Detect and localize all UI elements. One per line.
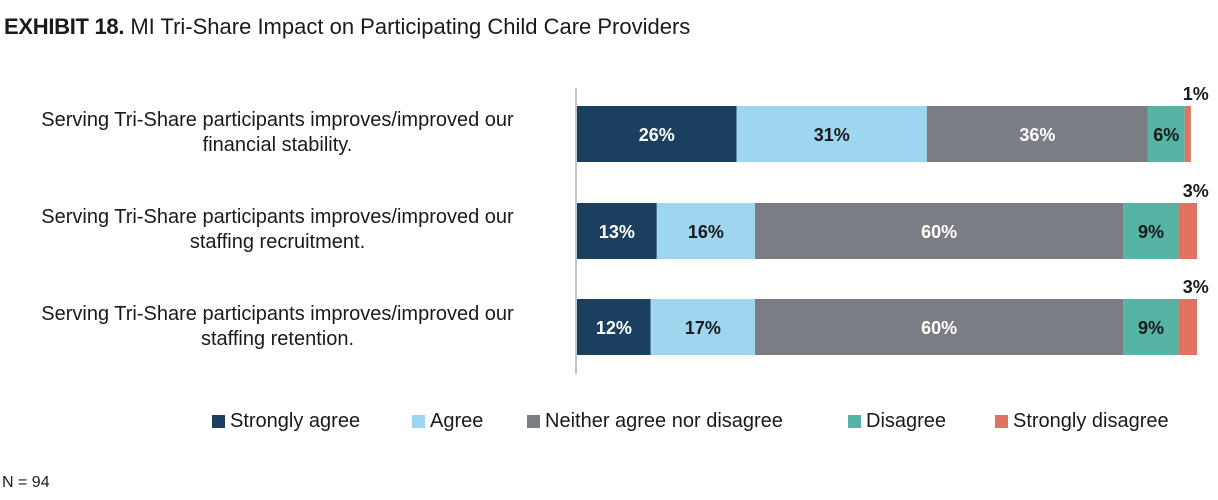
title-text: MI Tri-Share Impact on Participating Chi…	[130, 14, 691, 39]
bar-segment-r1-s3	[926, 106, 1148, 162]
bar-segment-r3-s2	[650, 299, 756, 355]
bar-segment-r2-s5	[1178, 203, 1197, 259]
chart-title: EXHIBIT 18. MI Tri-Share Impact on Parti…	[4, 14, 690, 40]
bar-segment-r3-s3	[755, 299, 1124, 355]
data-label-r1-s3: 36%	[1019, 125, 1055, 145]
legend-item-4: Disagree	[848, 410, 946, 433]
legend-swatch	[412, 415, 425, 428]
legend-item-5: Strongly disagree	[995, 410, 1169, 433]
category-label-1: Serving Tri-Share participants improves/…	[41, 109, 514, 156]
bar-segment-r1-s5	[1184, 106, 1191, 162]
data-label-r3-s3: 60%	[921, 318, 957, 338]
legend-label: Strongly disagree	[1013, 410, 1169, 432]
category-label-2: Serving Tri-Share participants improves/…	[41, 206, 514, 253]
legend-item-2: Agree	[412, 410, 483, 433]
data-label-r2-s4: 9%	[1138, 222, 1164, 242]
bar-segment-r3-s1	[577, 299, 651, 355]
bar-segment-r2-s3	[755, 203, 1124, 259]
legend-swatch	[995, 415, 1008, 428]
bar-segment-r1-s1	[577, 106, 737, 162]
legend-swatch	[848, 415, 861, 428]
sample-size-note: N = 94	[2, 474, 50, 491]
legend-label: Agree	[430, 410, 484, 432]
data-label-r3-s1: 12%	[596, 318, 632, 338]
bar-segment-r2-s2	[656, 203, 756, 259]
data-label-r2-s1: 13%	[599, 222, 635, 242]
data-label-r3-s4: 9%	[1138, 318, 1164, 338]
legend-swatch	[212, 415, 225, 428]
data-label-r1-s4: 6%	[1153, 125, 1179, 145]
category-label-3: Serving Tri-Share participants improves/…	[41, 303, 514, 350]
bar-segment-r1-s4	[1147, 106, 1185, 162]
legend-label: Disagree	[866, 410, 947, 432]
data-label-r1-s2: 31%	[814, 125, 850, 145]
data-label-r2-s3: 60%	[921, 222, 957, 242]
legend-label: Strongly agree	[230, 410, 361, 432]
legend-swatch	[527, 415, 540, 428]
bar-segment-r3-s5	[1178, 299, 1197, 355]
bar-segment-r1-s2	[736, 106, 927, 162]
bar-segment-r2-s1	[577, 203, 657, 259]
data-label-r2-s2: 16%	[688, 222, 724, 242]
legend: Strongly agree Agree Neither agree nor dis…	[0, 410, 1218, 434]
exhibit-number: EXHIBIT 18.	[4, 14, 125, 39]
legend-item-1: Strongly agree	[212, 410, 360, 433]
legend-label: Neither agree nor disagree	[545, 410, 783, 432]
data-label-r3-s5: 3%	[1183, 277, 1209, 297]
legend-item-3: Neither agree nor disagree	[527, 410, 783, 433]
bar-segment-r3-s4	[1123, 299, 1179, 355]
data-label-r2-s5: 3%	[1183, 181, 1209, 201]
data-label-r1-s5: 1%	[1183, 84, 1209, 104]
stacked-bar-chart: 26% 31% 36% 6% 1% 13% 16% 60% 9% 3% 12% 17% 60% 9% 3%	[575, 84, 1209, 374]
data-label-r3-s2: 17%	[685, 318, 721, 338]
data-label-r1-s1: 26%	[639, 125, 675, 145]
bar-segment-r2-s4	[1123, 203, 1179, 259]
